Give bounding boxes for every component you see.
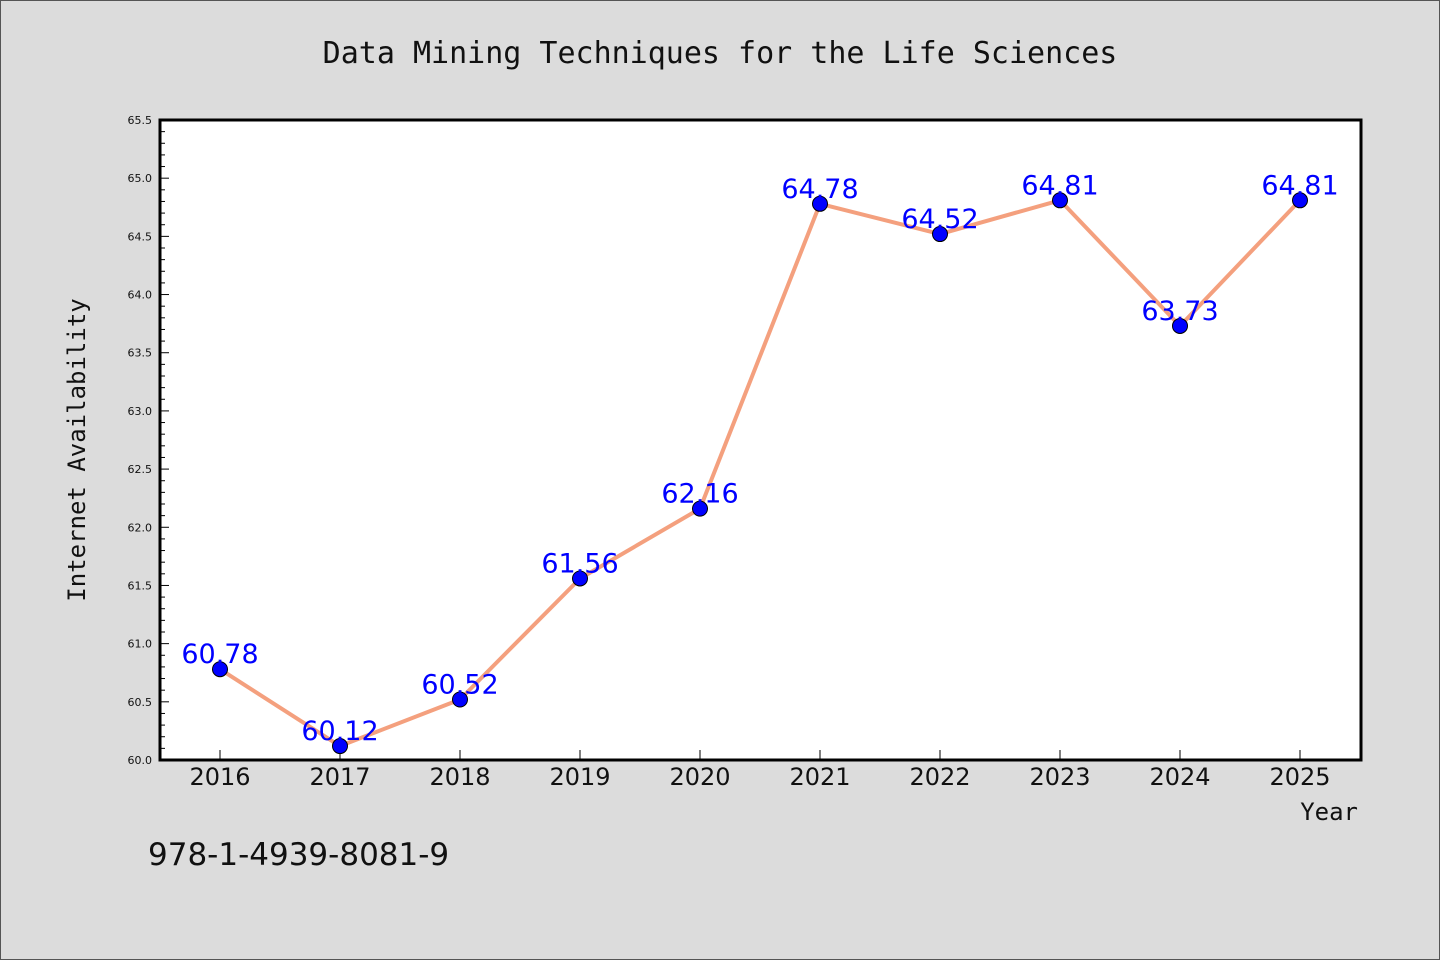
y-tick-label: 65.0 [128,172,153,185]
y-tick-label: 62.5 [128,463,153,476]
x-tick-label: 2025 [1269,763,1330,791]
data-point [212,661,228,678]
x-tick-label: 2024 [1149,763,1210,791]
data-point [1172,317,1188,334]
x-axis-label: Year [1300,798,1358,826]
y-tick-label: 60.0 [128,754,153,767]
x-tick-label: 2020 [669,763,730,791]
data-label: 64.81 [1021,170,1098,201]
y-tick-label: 63.5 [128,347,153,360]
y-tick-label: 62.0 [128,521,153,534]
data-point [1052,192,1068,209]
x-tick-label: 2022 [909,763,970,791]
data-label: 64.52 [901,204,978,235]
x-tick-label: 2021 [789,763,850,791]
data-label: 62.16 [661,479,738,510]
data-point [932,226,948,243]
data-point [452,691,468,708]
y-axis: 60.0 60.5 61.0 61.5 62.0 62.5 63.0 63.5 64.0 64.5… [128,114,169,767]
chart-title: Data Mining Techniques for the Life Scie… [323,36,1118,71]
y-tick-label: 61.5 [128,579,153,592]
x-axis: 2016 2017 2018 2019 2020 2021 2022 2023 2024 2025 [189,750,1331,791]
data-label: 64.78 [781,174,858,205]
y-tick-label: 61.0 [128,638,153,651]
x-tick-label: 2019 [549,763,610,791]
y-tick-label: 60.5 [128,696,153,709]
data-label: 64.81 [1261,170,1338,201]
data-label: 61.56 [541,548,618,579]
series-line [218,198,1302,749]
data-point [812,195,828,212]
y-axis-label: Internet Availability [63,298,91,601]
y-tick-label: 64.0 [128,289,153,302]
data-label: 63.73 [1141,296,1218,327]
y-tick-label: 64.5 [128,230,153,243]
data-label: 60.12 [301,716,378,747]
data-point [572,570,588,587]
data-point [1292,192,1308,209]
y-tick-label: 63.0 [128,405,153,418]
x-tick-label: 2016 [189,763,250,791]
series-layer: 60.78 60.12 60.52 61.56 62.16 64.78 64.52 64.81… [181,170,1339,755]
data-label: 60.78 [181,639,258,670]
y-tick-label: 65.5 [128,114,153,127]
data-point [692,500,708,517]
x-tick-label: 2023 [1029,763,1090,791]
x-tick-label: 2017 [309,763,370,791]
data-label: 60.52 [421,669,498,700]
isbn-text: 978-1-4939-8081-9 [148,837,449,873]
data-point [332,738,348,755]
x-tick-label: 2018 [429,763,490,791]
plot-area [158,118,1363,762]
